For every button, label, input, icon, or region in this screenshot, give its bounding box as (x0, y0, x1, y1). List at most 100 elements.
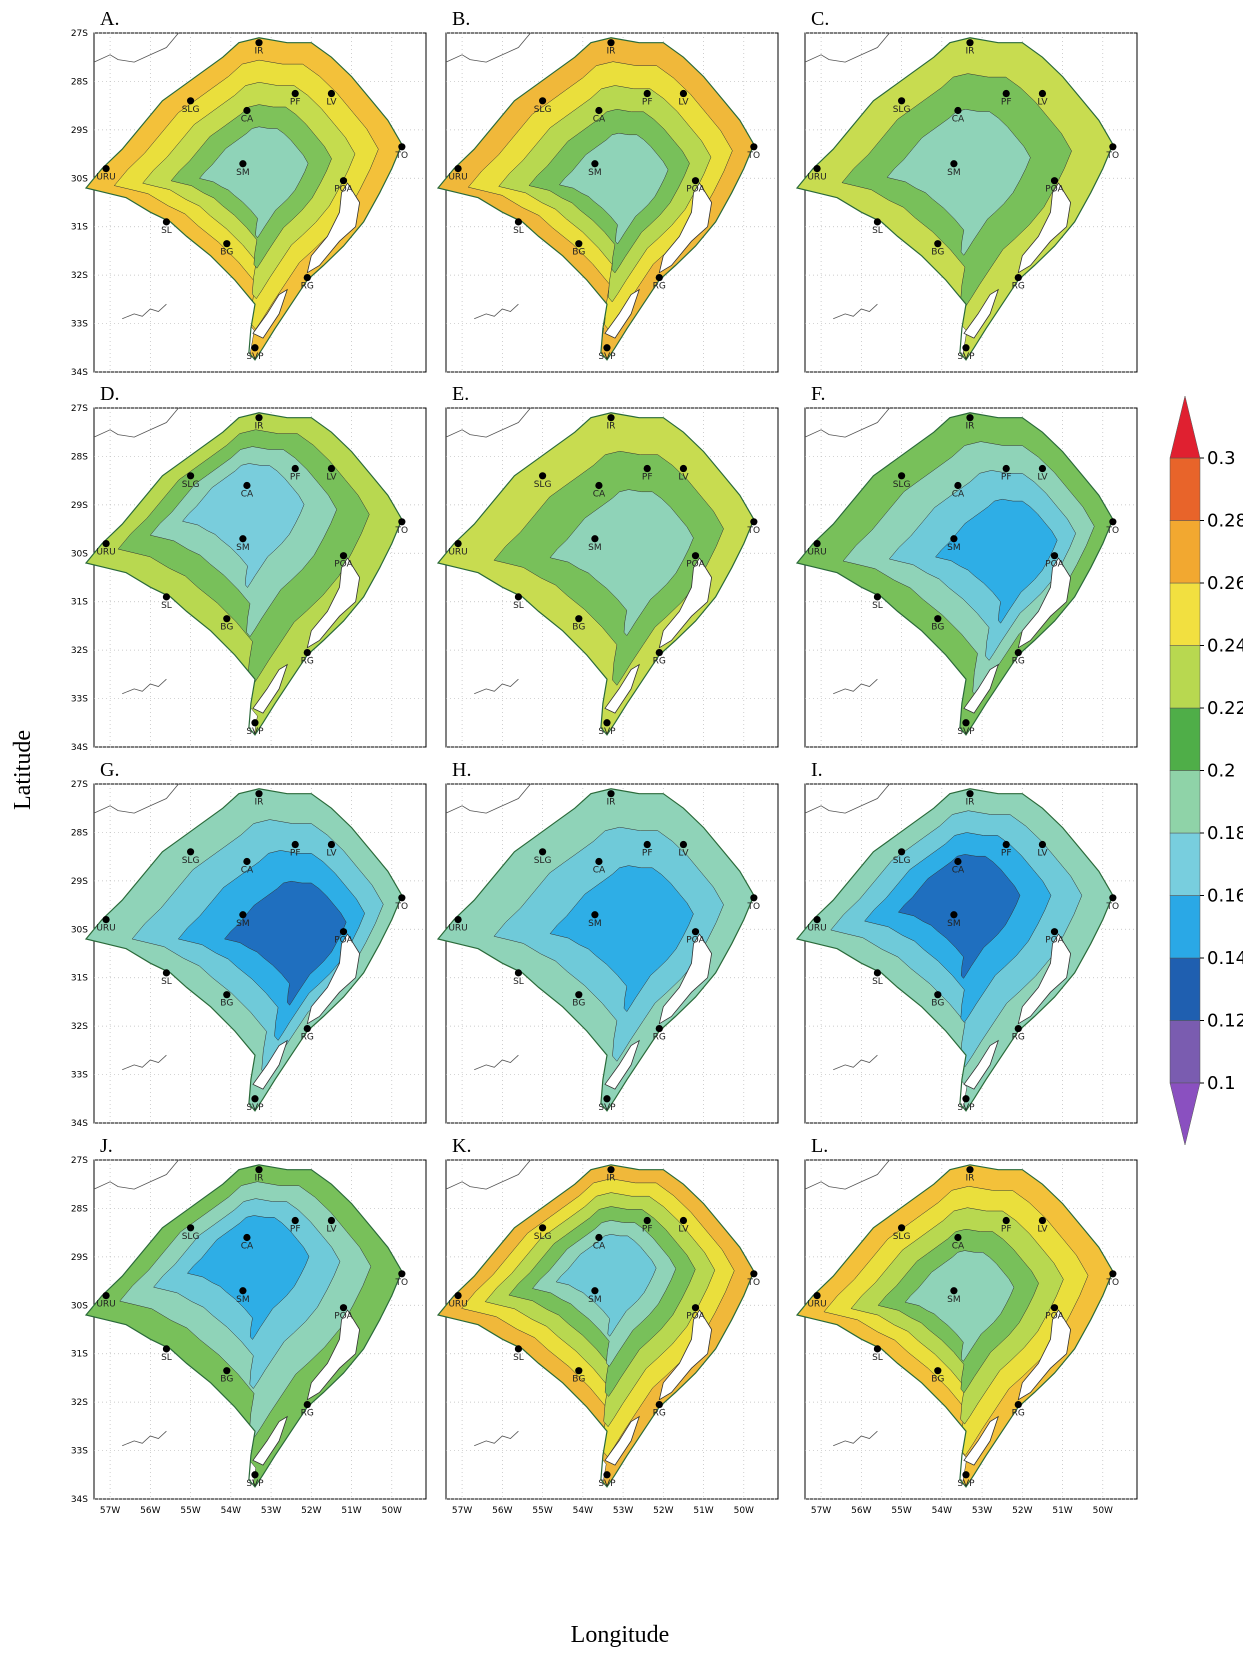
station-label: SLG (182, 105, 200, 115)
station-dot (1050, 552, 1059, 560)
station-label: LV (1037, 98, 1048, 108)
station-label: LV (678, 1225, 689, 1235)
station-label: SVP (598, 1479, 616, 1489)
station-dot (223, 240, 231, 248)
station-dot (186, 848, 195, 856)
station-dot (962, 344, 970, 352)
station-label: SM (588, 919, 601, 929)
station-label: BG (572, 1375, 585, 1385)
station-dot (691, 177, 700, 185)
station-label: POA (686, 560, 705, 570)
station-label: PF (290, 1225, 301, 1235)
station-dot (327, 840, 336, 849)
colorbar-band (1169, 770, 1201, 834)
state-border (84, 1164, 403, 1488)
contour-band (224, 880, 347, 1006)
lagoon (252, 1039, 288, 1090)
station-label: TO (395, 526, 409, 536)
station-dot (1050, 1304, 1059, 1312)
station-label: POA (686, 1312, 705, 1322)
station-dot (102, 1292, 110, 1300)
station-dot (691, 552, 700, 560)
station-label: SVP (246, 352, 264, 362)
lagoon (604, 1039, 640, 1090)
border-line (804, 32, 890, 63)
station-label: RG (301, 1033, 314, 1043)
station-dot (251, 1471, 259, 1479)
border-line (93, 1159, 179, 1190)
station-label: SM (236, 1295, 249, 1305)
station-dot (575, 615, 583, 623)
panel-label: H. (452, 759, 471, 781)
border-line (804, 407, 890, 438)
station-dot (954, 1233, 962, 1242)
station-dot (591, 1287, 599, 1295)
station-dot (514, 593, 523, 601)
station-label: SLG (893, 856, 911, 866)
colorbar: 0.1 0.12 0.14 0.16 0.18 0.2 0.22 0.24 0.26 0.28 0.… (1169, 395, 1243, 1146)
station-dot (603, 719, 611, 727)
station-label: SM (947, 543, 960, 553)
x-axis-title: Longitude (571, 1622, 670, 1648)
station-label: CA (241, 865, 254, 875)
station-label: SM (947, 168, 960, 178)
station-label: SLG (893, 105, 911, 115)
station-label: PF (290, 473, 301, 483)
station-dot (679, 89, 688, 98)
station-dot (303, 1400, 311, 1409)
panel-label: G. (100, 759, 119, 781)
state-border (84, 37, 403, 361)
station-label: CA (241, 114, 254, 124)
map-panel: IR SLG PF LV CA TO URU SM POA SL BG RG SVP (436, 407, 779, 748)
station-label: SLG (182, 856, 200, 866)
contour-band (182, 463, 305, 588)
border-line (474, 1430, 519, 1447)
station-label: SL (872, 601, 883, 611)
station-dot (643, 1216, 651, 1225)
station-label: SM (236, 919, 249, 929)
lat-tick-label: 27S (71, 404, 88, 414)
station-dot (239, 535, 247, 543)
station-dot (223, 991, 231, 999)
panel-label: E. (452, 383, 469, 405)
station-label: SL (513, 1353, 524, 1363)
lat-tick-label: 28S (71, 828, 88, 838)
station-dot (950, 911, 958, 919)
lagoon (252, 288, 288, 339)
station-label: POA (334, 1312, 353, 1322)
station-dot (750, 518, 758, 526)
colorbar-band (1169, 832, 1201, 896)
border-line (93, 783, 179, 814)
colorbar-tick-label: 0.3 (1207, 448, 1236, 469)
station-label: POA (334, 185, 353, 195)
station-dot (514, 1345, 523, 1353)
station-label: CA (593, 489, 606, 499)
station-label: IR (607, 1174, 616, 1184)
station-label: IR (607, 47, 616, 57)
panel-label: J. (100, 1135, 113, 1157)
station-label: TO (1106, 151, 1120, 161)
station-label: SL (161, 226, 172, 236)
station-label: PF (1001, 98, 1012, 108)
lat-tick-label: 30S (71, 925, 88, 935)
station-dot (327, 464, 336, 473)
lagoon (658, 182, 713, 274)
panel-label: L. (811, 1135, 828, 1157)
station-label: BG (572, 999, 585, 1009)
border-line (122, 1430, 167, 1447)
station-label: LV (326, 473, 337, 483)
state-border (795, 412, 1114, 736)
station-label: POA (686, 936, 705, 946)
colorbar-band (1169, 707, 1201, 771)
lon-tick-label: 56W (851, 1506, 871, 1516)
station-dot (1014, 1400, 1022, 1409)
station-label: RG (1012, 1409, 1025, 1419)
station-label: BG (572, 623, 585, 633)
panel-label: F. (811, 383, 826, 405)
lon-tick-label: 55W (891, 1506, 911, 1516)
state-border (795, 788, 1114, 1112)
station-dot (595, 481, 603, 490)
station-dot (679, 464, 688, 473)
station-dot (813, 165, 821, 173)
station-dot (223, 1367, 231, 1375)
